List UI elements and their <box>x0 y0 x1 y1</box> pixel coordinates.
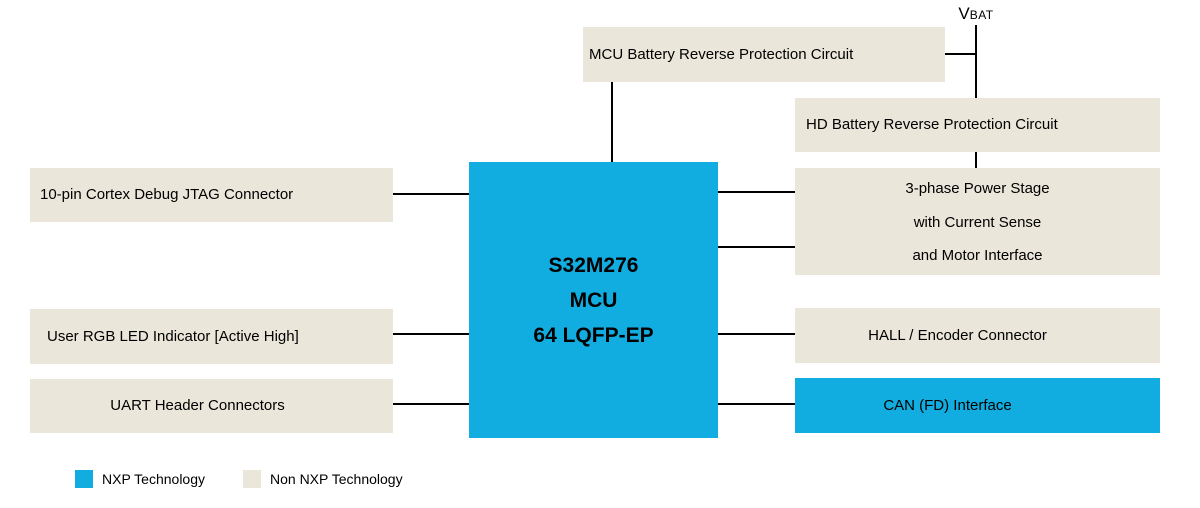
connector-mcubattery-to-mcu <box>611 82 613 162</box>
mcu-part-number: S32M276 <box>548 253 639 277</box>
connector-jtag-to-mcu <box>393 193 469 195</box>
vbat-label: VBAT <box>948 4 1004 24</box>
legend-nxp-label: NXP Technology <box>102 471 205 487</box>
legend-non-nxp-label: Non NXP Technology <box>270 471 403 487</box>
uart-header-box: UART Header Connectors <box>30 379 393 433</box>
hall-encoder-connector-box: HALL / Encoder Connector <box>795 308 1160 363</box>
connector-mcu-to-powerstage-1 <box>718 191 795 193</box>
hd-battery-protection-box: HD Battery Reverse Protection Circuit <box>795 98 1160 152</box>
legend-item-non-nxp: Non NXP Technology <box>243 470 403 488</box>
vbat-subscript: BAT <box>969 8 994 22</box>
connector-uart-to-mcu <box>393 403 469 405</box>
hall-encoder-connector-label: HALL / Encoder Connector <box>868 326 1047 344</box>
legend-item-nxp: NXP Technology <box>75 470 205 488</box>
power-stage-label-line1: 3-phase Power Stage <box>905 180 1050 197</box>
power-stage-label-line3: and Motor Interface <box>912 247 1043 264</box>
connector-mcu-to-can <box>718 403 795 405</box>
can-fd-interface-box: CAN (FD) Interface <box>795 378 1160 433</box>
connector-mcu-to-hall <box>718 333 795 335</box>
jtag-connector-label: 10-pin Cortex Debug JTAG Connector <box>40 186 294 203</box>
mcu-type-label: MCU <box>569 288 618 312</box>
connector-mcu-to-powerstage-2 <box>718 246 795 248</box>
connector-mcubattery-to-vbat <box>945 53 976 55</box>
connector-vbat-rail <box>975 25 977 168</box>
power-stage-box: 3-phase Power Stage with Current Sense a… <box>795 168 1160 275</box>
can-fd-interface-label: CAN (FD) Interface <box>883 396 1012 414</box>
mcu-package-label: 64 LQFP-EP <box>533 323 654 347</box>
mcu-block: S32M276 MCU 64 LQFP-EP <box>469 162 718 438</box>
jtag-connector-box: 10-pin Cortex Debug JTAG Connector <box>30 168 393 222</box>
nxp-color-swatch <box>75 470 93 488</box>
connector-rgbled-to-mcu <box>393 333 469 335</box>
power-stage-label-line2: with Current Sense <box>913 213 1042 231</box>
rgb-led-indicator-box: User RGB LED Indicator [Active High] <box>30 309 393 364</box>
vbat-v: V <box>958 4 970 23</box>
rgb-led-indicator-label: User RGB LED Indicator [Active High] <box>47 327 299 345</box>
non-nxp-color-swatch <box>243 470 261 488</box>
mcu-battery-protection-label: MCU Battery Reverse Protection Circuit <box>589 45 854 63</box>
mcu-battery-protection-box: MCU Battery Reverse Protection Circuit <box>583 27 945 82</box>
hd-battery-protection-label: HD Battery Reverse Protection Circuit <box>806 116 1058 133</box>
uart-header-label: UART Header Connectors <box>110 397 285 414</box>
